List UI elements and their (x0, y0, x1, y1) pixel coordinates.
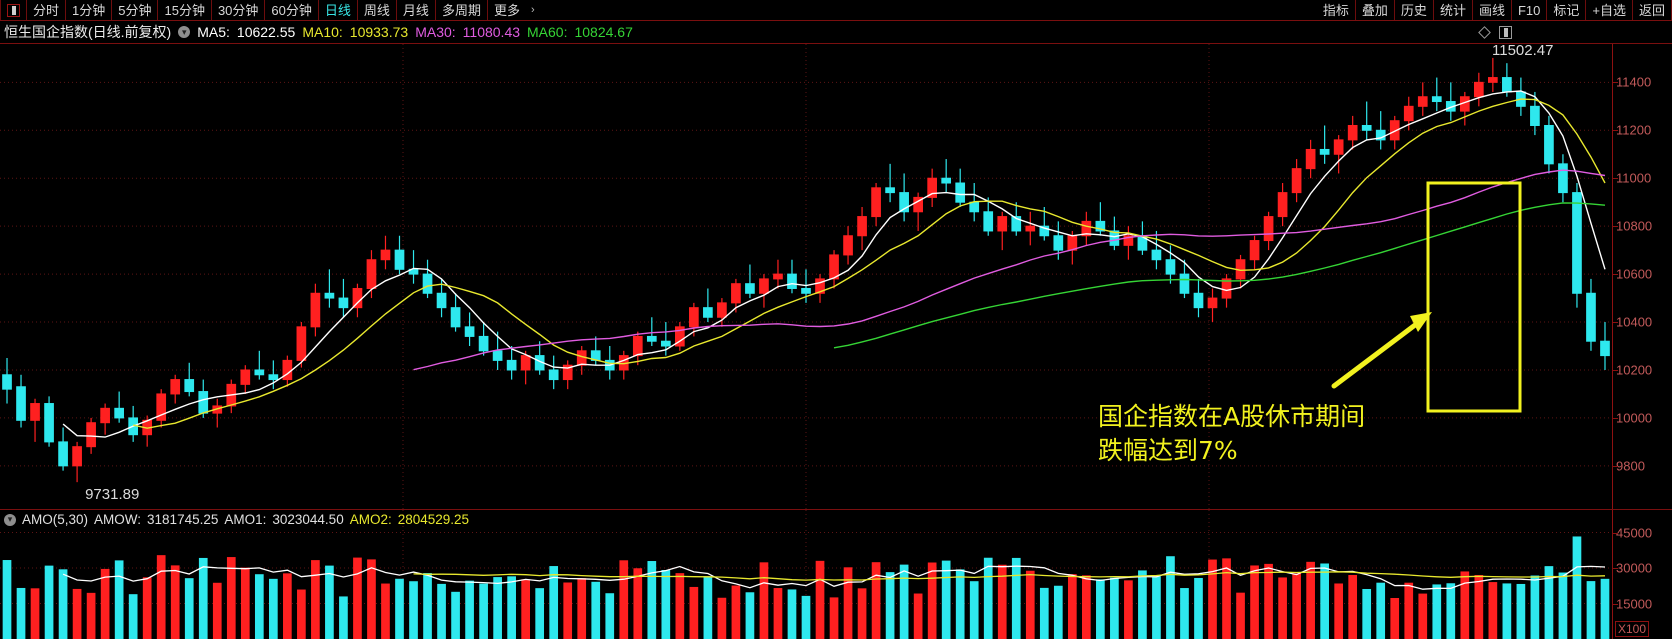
button-history[interactable]: 历史 (1395, 0, 1434, 20)
price-axis-tick-label: 10400 (1616, 314, 1653, 330)
axis-tick (1613, 369, 1618, 371)
ma60-value: 10824.67 (574, 24, 633, 40)
panel-toggle-icon (7, 3, 20, 17)
low-price-marker: 9731.89 (85, 486, 140, 504)
callout-text: 国企指数在A股休市期间 跌幅达到7% (1098, 400, 1365, 468)
volume-unit-label: X100 (1615, 621, 1650, 637)
amo1-label: AMO1: (224, 512, 267, 527)
collapse-icon[interactable]: ▾ (178, 26, 191, 38)
price-plot-area[interactable] (0, 44, 1612, 509)
price-axis-tick-label: 11000 (1616, 170, 1652, 186)
axis-tick (1613, 178, 1618, 180)
top-toolbar: 分时 1分钟 5分钟 15分钟 30分钟 60分钟 日线 周线 月线 多周期 更… (0, 0, 1672, 21)
axis-tick (1613, 568, 1618, 570)
amo1-value: 3023044.50 (272, 512, 344, 527)
tab-15min[interactable]: 15分钟 (158, 0, 212, 20)
volume-axis-tick-label: 45000 (1616, 525, 1653, 541)
collapse-icon[interactable]: ▾ (4, 513, 16, 526)
volume-indicator-legend: ▾ AMO(5,30) AMOW: 3181745.25 AMO1: 30230… (4, 512, 469, 527)
axis-tick (1613, 130, 1618, 132)
tab-monthly[interactable]: 月线 (397, 0, 436, 20)
ma5-label: MA5: (197, 24, 230, 40)
amow-label: AMOW: (94, 512, 142, 527)
callout-line-2: 跌幅达到7% (1098, 435, 1238, 465)
price-axis: 11400 11200 11000 10800 10600 10400 10200 10000… (1612, 44, 1672, 509)
axis-tick (1613, 274, 1618, 276)
ma30-label: MA30: (415, 24, 456, 40)
legend-icons (1478, 25, 1672, 39)
price-axis-tick-label: 10600 (1616, 266, 1653, 282)
ma60-label: MA60: (527, 24, 568, 40)
amo2-label: AMO2: (349, 512, 392, 527)
button-drawline[interactable]: 画线 (1473, 0, 1512, 20)
volume-plot-area[interactable] (0, 510, 1612, 639)
chevron-right-icon[interactable]: › (530, 4, 535, 16)
period-tabs: 分时 1分钟 5分钟 15分钟 30分钟 60分钟 日线 周线 月线 多周期 更… (0, 0, 540, 20)
tab-30min[interactable]: 30分钟 (212, 0, 266, 20)
price-axis-tick-label: 10200 (1616, 362, 1653, 378)
panel-toggle-icon[interactable] (1499, 25, 1512, 39)
axis-tick (1613, 603, 1618, 605)
volume-axis: X100 45000 30000 15000 (1612, 510, 1672, 639)
button-indicators[interactable]: 指标 (1317, 0, 1356, 20)
ma5-value: 10622.55 (236, 24, 296, 40)
button-statistics[interactable]: 统计 (1434, 0, 1473, 20)
toolbar-actions: 指标 叠加 历史 统计 画线 F10 标记 +自选 返回 (1317, 0, 1672, 20)
amo2-value: 2804529.25 (397, 512, 470, 527)
price-axis-tick-label: 11400 (1616, 74, 1652, 90)
price-axis-tick-label: 10000 (1616, 410, 1653, 426)
tab-daily[interactable]: 日线 (319, 0, 358, 20)
axis-tick (1613, 465, 1618, 467)
tab-fenshi[interactable]: 分时 (27, 0, 67, 20)
price-chart-pane[interactable]: 11400 11200 11000 10800 10600 10400 10200 10000… (0, 41, 1672, 509)
price-axis-tick-label: 11200 (1616, 122, 1652, 138)
panel-toggle-button[interactable] (0, 0, 27, 20)
volume-axis-tick-label: 30000 (1616, 560, 1653, 576)
ma10-value: 10933.73 (349, 24, 409, 40)
button-mark[interactable]: 标记 (1547, 0, 1587, 20)
price-candles-svg (0, 44, 1612, 509)
high-price-marker: 11502.47 (1492, 41, 1554, 59)
axis-tick (1613, 226, 1618, 228)
price-axis-tick-label: 9800 (1616, 458, 1645, 474)
tab-60min[interactable]: 60分钟 (265, 0, 319, 20)
button-add-watchlist[interactable]: +自选 (1586, 0, 1633, 20)
axis-tick (1613, 532, 1618, 534)
button-f10[interactable]: F10 (1512, 0, 1548, 20)
volume-axis-tick-label: 15000 (1616, 596, 1653, 612)
volume-bars-svg (0, 510, 1612, 639)
tab-multi-period[interactable]: 多周期 (436, 0, 488, 20)
ma30-value: 11080.43 (462, 24, 521, 40)
amo-title: AMO(5,30) (22, 512, 89, 527)
tab-1min[interactable]: 1分钟 (66, 0, 113, 20)
amow-value: 3181745.25 (147, 512, 219, 527)
axis-tick (1613, 417, 1618, 419)
callout-line-1: 国企指数在A股休市期间 (1098, 402, 1366, 431)
tab-more[interactable]: 更多 (493, 2, 520, 18)
button-overlay[interactable]: 叠加 (1356, 0, 1395, 20)
chart-legend: 恒生国企指数(日线.前复权) ▾ MA5: 10622.55 MA10: 109… (0, 21, 1672, 43)
tab-weekly[interactable]: 周线 (358, 0, 397, 20)
tab-5min[interactable]: 5分钟 (112, 0, 159, 20)
ma10-label: MA10: (302, 24, 343, 40)
button-back[interactable]: 返回 (1633, 0, 1672, 20)
axis-tick (1613, 82, 1618, 84)
price-axis-tick-label: 10800 (1616, 218, 1653, 234)
chart-title: 恒生国企指数(日线.前复权) (4, 24, 172, 40)
axis-tick (1613, 322, 1618, 324)
diamond-icon[interactable] (1478, 25, 1491, 39)
volume-chart-pane[interactable]: ▾ AMO(5,30) AMOW: 3181745.25 AMO1: 30230… (0, 509, 1672, 639)
